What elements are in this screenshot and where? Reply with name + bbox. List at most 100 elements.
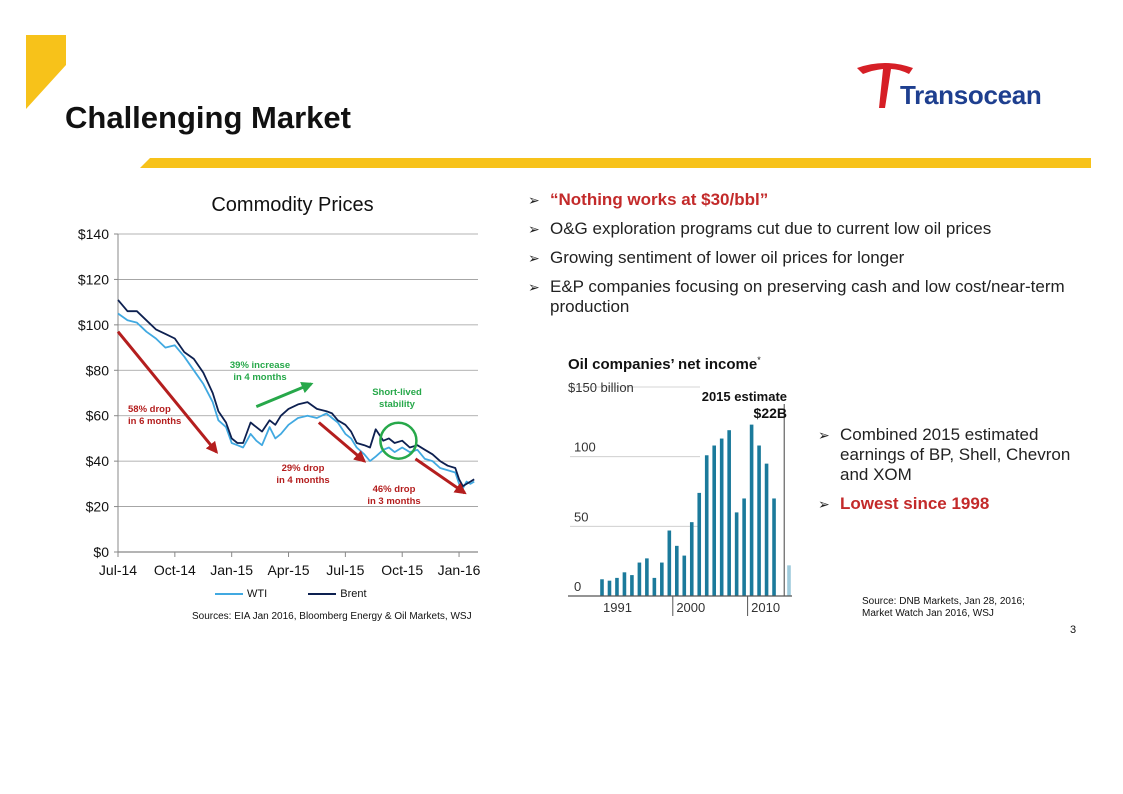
y-tick-label: $20	[86, 499, 110, 515]
income-bar	[675, 545, 679, 596]
income-bar	[615, 577, 619, 596]
commodity-source: Sources: EIA Jan 2016, Bloomberg Energy …	[192, 611, 472, 622]
income-bar	[742, 498, 746, 596]
bullet-arrow-icon: ➢	[528, 221, 540, 237]
corner-accent	[26, 35, 66, 109]
market-bullets: ➢ “Nothing works at $30/bbl” ➢ O&G explora…	[528, 190, 1068, 326]
income-bar	[660, 562, 664, 596]
x-tick-label: 2000	[676, 600, 705, 615]
transocean-logo	[857, 63, 913, 108]
page-title: Challenging Market	[65, 100, 351, 135]
income-bar	[704, 455, 709, 596]
annotation-label: in 3 months	[367, 496, 420, 507]
income-bar	[630, 575, 634, 596]
income-bar	[787, 565, 791, 596]
bullet-arrow-icon: ➢	[528, 192, 540, 208]
legend-wti: WTI	[215, 588, 267, 600]
bullet-text: Growing sentiment of lower oil prices fo…	[550, 248, 905, 267]
income-bullets: ➢ Combined 2015 estimated earnings of BP,…	[818, 425, 1078, 523]
bullet-item: ➢ E&P companies focusing on preserving ca…	[528, 277, 1068, 317]
bullet-text: Lowest since 1998	[840, 494, 990, 513]
commodity-legend: WTI Brent	[215, 588, 405, 600]
annotation-label: 58% drop	[128, 404, 171, 415]
income-bar	[772, 498, 776, 596]
annotation-arrow	[414, 457, 467, 495]
estimate-label: 2015 estimate	[702, 389, 787, 404]
y-tick-label: $0	[93, 544, 109, 560]
income-bar	[734, 512, 739, 596]
annotation-label: in 4 months	[233, 372, 286, 383]
bullet-text: Combined 2015 estimated earnings of BP, …	[840, 425, 1071, 484]
annotation-label: in 4 months	[276, 475, 329, 486]
y-tick-label: $80	[86, 362, 110, 378]
corner-accent-shape	[26, 35, 66, 109]
bullet-arrow-icon: ➢	[528, 250, 540, 266]
bullet-item: ➢ Lowest since 1998	[818, 494, 1078, 514]
x-tick-label: Oct-15	[381, 562, 423, 578]
income-source-line1: Source: DNB Markets, Jan 28, 2016;	[862, 596, 1025, 607]
income-bar	[682, 555, 687, 596]
income-bar	[727, 430, 731, 596]
x-tick-label: Jul-15	[326, 562, 364, 578]
y-tick-label: $100	[78, 317, 109, 333]
income-bar	[697, 492, 702, 596]
bullet-item: ➢ Combined 2015 estimated earnings of BP,…	[818, 425, 1078, 485]
stability-circle	[379, 421, 418, 460]
x-tick-label: Jul-14	[99, 562, 137, 578]
income-bar	[622, 572, 627, 596]
annotation-label: 29% drop	[282, 463, 325, 474]
series-line-brent	[117, 299, 475, 488]
y-tick-label: $40	[86, 453, 110, 469]
income-bar	[652, 577, 657, 596]
annotation-label: 39% increase	[230, 360, 290, 371]
income-bar	[645, 558, 649, 596]
income-bar	[764, 463, 769, 596]
annotation-label: 46% drop	[373, 484, 416, 495]
title-underline	[140, 158, 1091, 168]
annotation-arrow	[116, 330, 219, 454]
x-tick-label: 1991	[603, 600, 632, 615]
bullet-item: ➢ “Nothing works at $30/bbl”	[528, 190, 1068, 210]
page-number: 3	[1070, 624, 1077, 636]
y-tick-label: 50	[574, 509, 588, 524]
income-bar	[757, 445, 761, 596]
x-tick-label: Oct-14	[154, 562, 196, 578]
net-income-chart: 0 50 100 $150 billion 2015 estimate$22B 1991 2…	[568, 380, 792, 616]
y-tick-label: $140	[78, 226, 109, 242]
legend-brent-swatch	[308, 593, 337, 596]
y-tick-label: 100	[574, 440, 596, 455]
x-tick-label: 2010	[751, 600, 780, 615]
bullet-arrow-icon: ➢	[818, 496, 830, 512]
annotation-label: Short-lived	[372, 387, 422, 398]
commodity-chart-title: Commodity Prices	[211, 194, 374, 216]
income-bar	[607, 580, 612, 596]
bullet-item: ➢ O&G exploration programs cut due to cur…	[528, 219, 1068, 239]
x-tick-label: Apr-15	[268, 562, 310, 578]
income-source: Source: DNB Markets, Jan 28, 2016; Marke…	[862, 596, 1025, 620]
legend-wti-label: WTI	[247, 588, 268, 600]
bullet-text: E&P companies focusing on preserving cas…	[550, 277, 1065, 316]
y-tick-label: 0	[574, 579, 581, 594]
income-chart-title: Oil companies’ net income*	[568, 355, 761, 373]
bullet-text: O&G exploration programs cut due to curr…	[550, 219, 992, 238]
income-bar	[749, 424, 754, 596]
income-chart-title-mark: *	[757, 355, 761, 365]
x-tick-label: Jan-15	[210, 562, 253, 578]
annotation-label: stability	[379, 399, 416, 410]
income-bar	[667, 530, 672, 596]
income-source-line2: Market Watch Jan 2016, WSJ	[862, 608, 994, 619]
commodity-price-chart: $0 $20 $40 $60 $80 $100 $120 $140 Jul-14 Oct-14 Ja…	[78, 226, 481, 578]
bullet-arrow-icon: ➢	[818, 427, 830, 443]
annotation-label: in 6 months	[128, 416, 181, 427]
x-tick-label: Jan-16	[438, 562, 481, 578]
series-line-wti	[117, 312, 475, 490]
bullet-arrow-icon: ➢	[528, 279, 540, 295]
legend-brent: Brent	[308, 588, 367, 600]
annotation-arrow	[255, 382, 314, 409]
logo-text: Transocean	[900, 80, 1042, 110]
y-tick-label: $60	[86, 408, 110, 424]
legend-wti-swatch	[215, 593, 243, 596]
income-bar	[600, 579, 604, 596]
bullet-text: “Nothing works at $30/bbl”	[550, 190, 769, 209]
income-bar	[689, 522, 694, 596]
